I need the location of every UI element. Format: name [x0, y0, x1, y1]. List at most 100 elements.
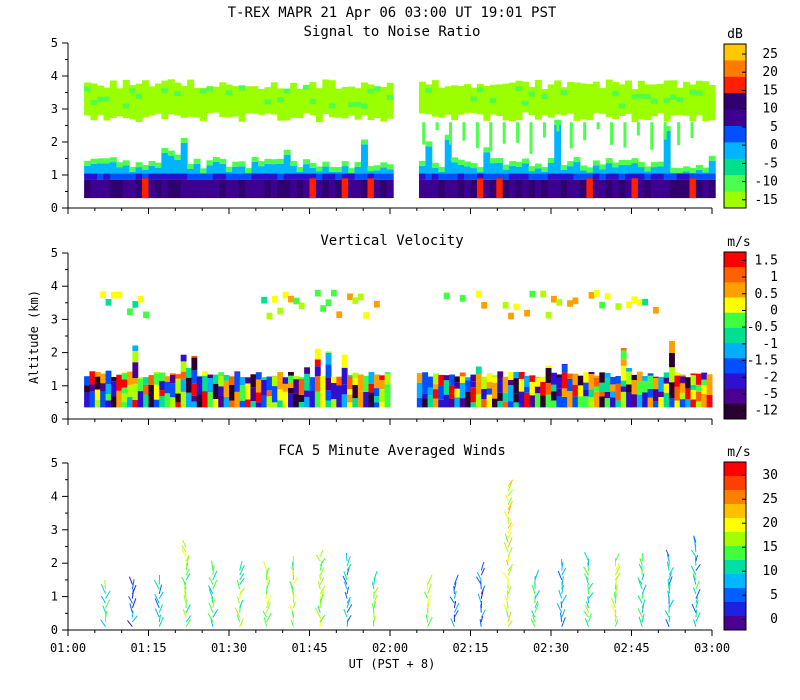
velocity-cell — [497, 371, 504, 379]
colorbar-tick-label: 10 — [762, 102, 778, 117]
x-tick-label: 01:15 — [130, 641, 166, 655]
snr-cell — [444, 179, 452, 199]
velocity-cell — [277, 389, 284, 401]
velocity-cell — [255, 392, 262, 403]
snr-cell — [586, 173, 594, 180]
snr-cell — [90, 179, 98, 199]
wind-barb — [100, 595, 107, 604]
snr-cell — [290, 173, 298, 180]
velocity-cell — [153, 371, 160, 374]
colorbar-swatch — [724, 312, 746, 329]
wind-barb — [480, 585, 486, 595]
velocity-cell — [690, 384, 697, 390]
snr-cell — [335, 173, 343, 180]
velocity-cell — [341, 394, 348, 408]
velocity-cell — [545, 311, 552, 319]
snr-cell — [676, 168, 684, 174]
wind-barb — [266, 601, 270, 609]
colorbar-tick-label: 1 — [770, 270, 778, 285]
snr-cell — [225, 84, 233, 118]
wind-barb — [583, 566, 589, 576]
snr-cell — [245, 179, 253, 199]
wind-barb — [503, 603, 509, 613]
velocity-cell — [695, 373, 702, 385]
velocity-cell — [529, 381, 536, 396]
velocity-cell — [94, 371, 101, 377]
snr-cell — [605, 173, 613, 180]
snr-cell — [367, 88, 375, 94]
wind-barb — [639, 558, 643, 567]
wind-barb — [131, 584, 137, 595]
velocity-cell — [518, 391, 525, 408]
wind-barb — [692, 587, 697, 595]
snr-cell — [103, 163, 111, 174]
velocity-cell — [271, 376, 278, 387]
velocity-cell — [293, 376, 300, 380]
snr-cell — [586, 83, 594, 121]
colorbar-swatch — [724, 175, 746, 193]
velocity-cell — [191, 395, 198, 402]
velocity-cell — [556, 374, 563, 378]
wind-barb — [666, 553, 670, 562]
wind-barb — [453, 574, 459, 585]
snr-cell — [451, 85, 459, 121]
velocity-cell — [561, 388, 568, 397]
snr-cell — [193, 163, 201, 174]
wind-barb — [453, 610, 459, 618]
wind-barb — [693, 619, 697, 627]
snr-cell — [610, 122, 614, 145]
snr-cell — [515, 80, 523, 121]
snr-cell — [354, 179, 362, 199]
snr-cell — [425, 141, 433, 147]
velocity-cell — [229, 384, 235, 401]
snr-cell — [225, 171, 233, 174]
velocity-cell — [218, 386, 225, 396]
snr-cell — [464, 173, 471, 180]
snr-cell — [373, 86, 381, 92]
colorbar-tick-label: 5 — [770, 588, 778, 603]
wind-barb — [614, 566, 621, 576]
wind-barb — [503, 541, 509, 553]
x-tick-label: 01:30 — [211, 641, 247, 655]
snr-cell — [142, 173, 149, 180]
colorbar-swatch — [724, 297, 746, 314]
snr-cell — [103, 179, 111, 199]
snr-cell — [103, 158, 111, 164]
wind-barb — [638, 563, 643, 571]
panel3-plot: 0 1 2 3 4 5 01:00 01:15 01:30 01:45 02:00 02:15 02:3… — [50, 456, 778, 655]
y-tick-label: 0 — [51, 201, 58, 215]
wind-barb — [346, 556, 351, 567]
wind-barb — [427, 574, 433, 585]
velocity-cell — [647, 397, 654, 408]
velocity-cell — [577, 375, 584, 386]
velocity-cell — [379, 401, 386, 408]
snr-cell — [122, 79, 130, 119]
velocity-cell — [175, 378, 182, 394]
velocity-cell — [486, 388, 493, 395]
velocity-cell — [330, 376, 337, 383]
snr-cell — [444, 139, 452, 174]
wind-barb — [695, 609, 698, 618]
velocity-cell — [626, 367, 632, 372]
velocity-cell — [116, 374, 123, 391]
snr-cell — [109, 80, 117, 118]
snr-cell — [154, 162, 162, 168]
velocity-cell — [556, 299, 563, 306]
velocity-cell — [384, 384, 391, 395]
snr-cell — [116, 162, 124, 168]
snr-cell — [322, 161, 330, 167]
velocity-cell — [89, 391, 96, 408]
snr-cell — [573, 82, 581, 121]
snr-cell — [180, 142, 188, 174]
snr-cell — [554, 173, 562, 180]
velocity-cell — [486, 394, 493, 408]
velocity-cell — [593, 377, 600, 387]
snr-cell — [135, 162, 143, 168]
wind-barb — [584, 618, 590, 627]
snr-cell — [592, 81, 600, 113]
snr-cell — [605, 163, 613, 174]
velocity-cell — [416, 397, 423, 408]
wind-barb — [583, 573, 589, 581]
snr-cell — [174, 159, 182, 174]
snr-cell — [309, 98, 317, 104]
